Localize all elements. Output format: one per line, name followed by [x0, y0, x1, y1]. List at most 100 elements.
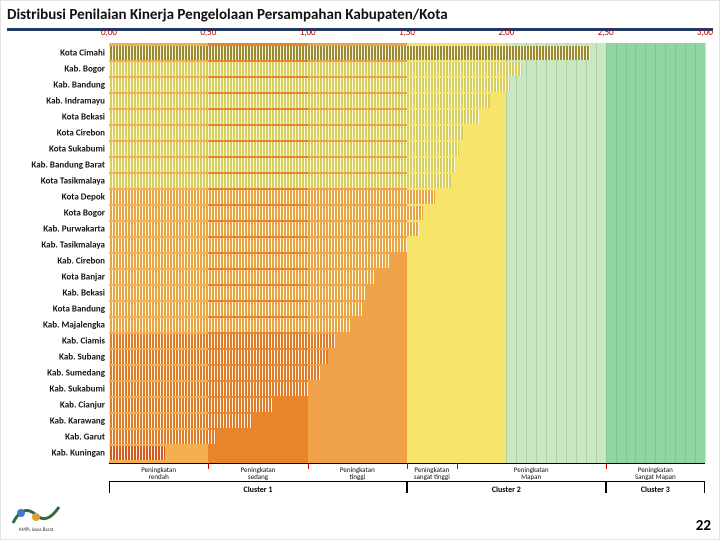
y-category-label: Kab. Bekasi: [62, 288, 109, 299]
svg-text:AMPL Jawa Barat: AMPL Jawa Barat: [19, 527, 54, 533]
bar-row: Kab. Subang: [109, 349, 705, 365]
bar: [109, 254, 391, 269]
y-category-label: Kab. Karawang: [50, 416, 109, 427]
bar-hatch: [109, 62, 522, 77]
cluster-bracket: Cluster 1: [109, 481, 407, 493]
plot-area: Kota CimahiKab. BogorKab. BandungKab. In…: [109, 33, 705, 463]
y-category-label: Kota Cirebon: [57, 128, 109, 139]
bar-row: Kab. Cianjur: [109, 397, 705, 413]
bar-hatch: [109, 126, 463, 141]
bar-hatch: [109, 206, 423, 221]
legend-category-label: Peningkatansedang: [241, 466, 276, 480]
x-tick-label: 1,00: [300, 27, 316, 38]
bar-hatch: [109, 302, 363, 317]
x-tick-label: 2,00: [498, 27, 514, 38]
y-category-label: Kab. Majalengka: [43, 320, 109, 331]
bar: [109, 78, 510, 93]
logo: AMPL Jawa Barat: [9, 493, 63, 533]
y-category-label: Kota Bandung: [53, 304, 109, 315]
y-category-label: Kab. Purwakarta: [43, 224, 109, 235]
x-tick-label: 3,00: [697, 27, 713, 38]
bar-row: Kota Bekasi: [109, 109, 705, 125]
bar: [109, 430, 216, 445]
bar-row: Kab. Cirebon: [109, 253, 705, 269]
x-tick-label: 0,00: [101, 27, 117, 38]
cluster-bracket: Cluster 2: [407, 481, 606, 493]
bar: [109, 190, 435, 205]
bar: [109, 94, 490, 109]
cluster-bracket: Cluster 3: [606, 481, 705, 493]
bar-row: Kab. Majalengka: [109, 317, 705, 333]
legend-category-label: PeningkatanMapan: [514, 466, 549, 480]
bar: [109, 446, 165, 461]
bar-row: Kota Depok: [109, 189, 705, 205]
legend-categories: Peningkatanrendah Peningkatansedang Pening…: [109, 463, 705, 477]
bar-row: Kab. Ciamis: [109, 333, 705, 349]
bar: [109, 398, 272, 413]
bar-row: Kab. Kuningan: [109, 445, 705, 461]
bar-row: Kota Tasikmalaya: [109, 173, 705, 189]
bar-hatch: [109, 174, 451, 189]
bar: [109, 142, 459, 157]
bar: [109, 366, 320, 381]
bar-hatch: [109, 334, 335, 349]
bar-hatch: [109, 318, 351, 333]
bar: [109, 110, 479, 125]
bar: [109, 222, 419, 237]
bar-row: Kota Cimahi: [109, 45, 705, 61]
bar-hatch: [109, 190, 435, 205]
bar-hatch: [109, 158, 455, 173]
legend-category-label: Peningkatanrendah: [141, 466, 176, 480]
legend-divider: [308, 463, 309, 469]
y-category-label: Kab. Cirebon: [57, 256, 109, 267]
bar: [109, 382, 308, 397]
bar-hatch: [109, 414, 252, 429]
bar: [109, 62, 522, 77]
x-tick-label: 2,50: [598, 27, 614, 38]
y-category-label: Kab. Ciamis: [62, 335, 109, 346]
x-tick-label: 0,50: [200, 27, 216, 38]
bar-row: Kota Bandung: [109, 301, 705, 317]
bar-row: Kab. Sukabumi: [109, 381, 705, 397]
bar: [109, 414, 252, 429]
y-category-label: Kab. Bandung Barat: [31, 160, 109, 171]
y-category-label: Kota Tasikmalaya: [41, 176, 109, 187]
bar-row: Kota Sukabumi: [109, 141, 705, 157]
chart: Kota CimahiKab. BogorKab. BandungKab. In…: [7, 33, 713, 503]
bar-hatch: [109, 286, 367, 301]
legend-category-label: Peningkatantinggi: [340, 466, 375, 480]
legend-divider: [606, 463, 607, 469]
bar-hatch: [109, 430, 216, 445]
y-category-label: Kab. Bogor: [64, 64, 109, 75]
y-category-label: Kab. Kuningan: [52, 448, 109, 459]
bar-row: Kab. Bekasi: [109, 285, 705, 301]
bar-hatch: [109, 78, 510, 93]
y-category-label: Kota Cimahi: [60, 48, 109, 59]
cluster-label: Cluster 2: [408, 485, 605, 495]
bar-row: Kab. Bandung Barat: [109, 157, 705, 173]
y-category-label: Kab. Indramayu: [46, 96, 109, 107]
bar: [109, 350, 328, 365]
bar-row: Kota Bogor: [109, 205, 705, 221]
bar-row: Kab. Indramayu: [109, 93, 705, 109]
legend-category-label: Peningkatansangat tinggi: [414, 466, 450, 480]
bar-row: Kab. Purwakarta: [109, 221, 705, 237]
legend-divider: [407, 463, 408, 469]
bar: [109, 286, 367, 301]
bar-row: Kota Banjar: [109, 269, 705, 285]
y-category-label: Kab. Cianjur: [60, 400, 109, 411]
bar: [109, 334, 335, 349]
bar-row: Kota Cirebon: [109, 125, 705, 141]
cluster-label: Cluster 1: [110, 485, 406, 495]
bar-hatch: [109, 142, 459, 157]
bar-hatch: [109, 222, 419, 237]
y-category-label: Kab. Tasikmalaya: [41, 240, 109, 251]
y-category-label: Kab. Sumedang: [47, 368, 109, 379]
page-number: 22: [696, 517, 711, 535]
x-legend: Peningkatanrendah Peningkatansedang Pening…: [109, 463, 705, 503]
y-category-label: Kota Depok: [62, 191, 109, 202]
bar: [109, 158, 455, 173]
bar-hatch: [109, 46, 590, 61]
bars-container: Kota CimahiKab. BogorKab. BandungKab. In…: [109, 45, 705, 461]
bar-row: Kab. Bogor: [109, 61, 705, 77]
